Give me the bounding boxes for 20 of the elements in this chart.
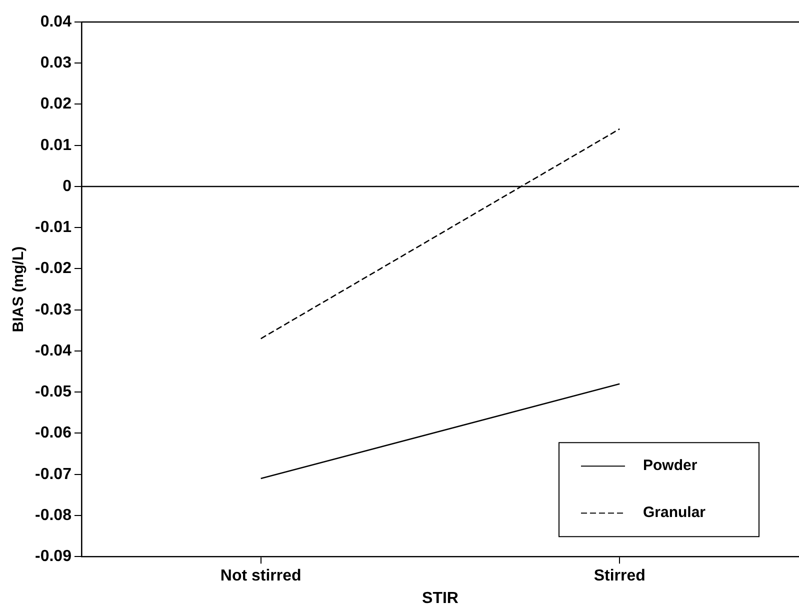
y-axis-title: BIAS (mg/L) — [10, 246, 28, 332]
y-tick-label: 0.02 — [40, 96, 72, 113]
legend-label: Granular — [643, 504, 706, 522]
y-tick-label: 0 — [62, 178, 72, 195]
y-tick-label: -0.05 — [35, 384, 72, 401]
y-tick-label: -0.06 — [35, 424, 72, 442]
y-tick-label: -0.03 — [35, 301, 72, 318]
legend-label: Powder — [643, 457, 698, 474]
y-tick-label: -0.01 — [35, 219, 72, 236]
y-tick-label: -0.08 — [35, 506, 72, 524]
y-tick-label: -0.09 — [35, 548, 72, 566]
x-tick-label: Not stirred — [220, 568, 302, 585]
y-tick-label: -0.02 — [35, 260, 72, 278]
y-tick-label: 0.04 — [40, 13, 72, 30]
y-tick-label: 0.03 — [40, 54, 72, 72]
y-tick-label: 0.01 — [40, 136, 72, 154]
x-tick-label: Stirred — [594, 568, 646, 585]
x-axis-title: STIR — [422, 590, 459, 607]
y-tick-label: -0.07 — [35, 466, 72, 483]
y-tick-label: -0.04 — [35, 342, 72, 360]
